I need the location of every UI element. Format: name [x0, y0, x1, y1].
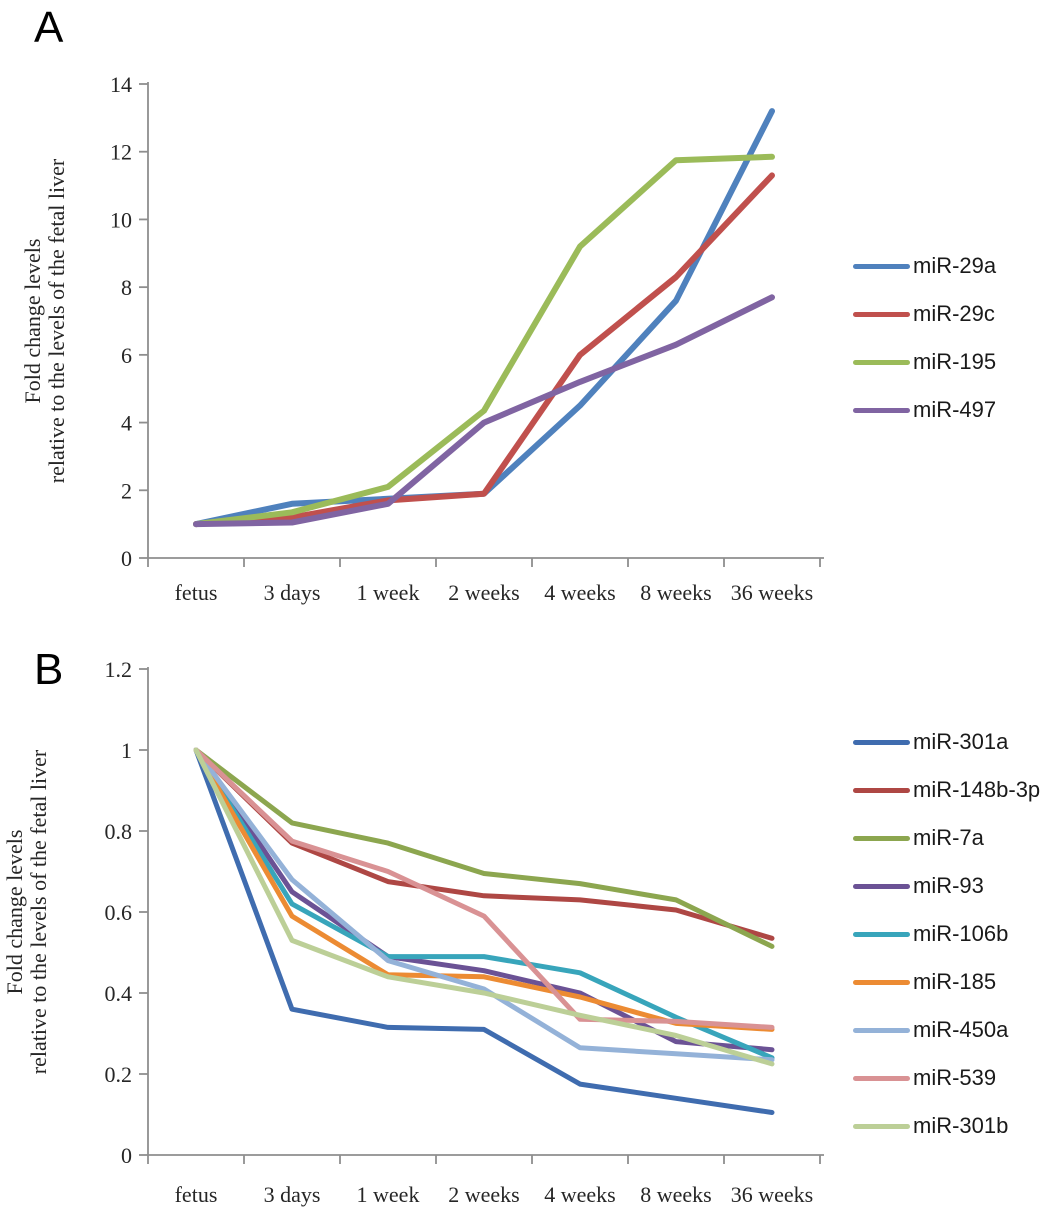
legend-item-label: miR-185	[913, 969, 997, 994]
legend-item: miR-29a	[853, 242, 996, 290]
y-tick-label: 1.2	[105, 657, 133, 682]
y-tick-label: 0.4	[105, 981, 133, 1006]
legend-swatch	[853, 1123, 910, 1129]
series-line-miR-29c	[193, 172, 775, 528]
legend-swatch	[853, 931, 910, 937]
y-tick-label: 0	[121, 1143, 132, 1168]
legend-item-label: miR-148b-3p	[913, 777, 1041, 802]
chart-a-canvas: 0 2 4 6 8 10 12 14 fetus 3 days 1 week 2 weeks 4 wee…	[20, 72, 824, 605]
legend-swatch	[853, 263, 910, 269]
legend-swatch	[853, 787, 910, 793]
y-axis-title-line: relative to the levels of the fetal live…	[44, 158, 69, 483]
y-axis-title-line: relative to the levels of the fetal live…	[26, 749, 51, 1074]
x-tick-label: 8 weeks	[640, 580, 711, 605]
series-line-miR-106b	[193, 747, 775, 1061]
x-tick-label: 2 weeks	[448, 1182, 519, 1207]
panel-b-label: B	[34, 645, 64, 694]
y-tick-label: 12	[110, 140, 132, 165]
y-tick-label: 8	[121, 275, 132, 300]
y-tick-label: 6	[121, 343, 132, 368]
y-tick-label: 2	[121, 478, 132, 503]
legend-item: miR-195	[853, 338, 996, 386]
legend-swatch	[853, 311, 910, 317]
legend-item-label: miR-7a	[913, 825, 984, 850]
legend-item: miR-301b	[853, 1102, 1040, 1150]
legend-item-label: miR-301b	[913, 1113, 1009, 1138]
series-line-miR-301b	[193, 747, 775, 1067]
legend-item: miR-497	[853, 386, 996, 434]
legend-item-label: miR-93	[913, 873, 984, 898]
x-tick-label: 2 weeks	[448, 580, 519, 605]
legend-item: miR-185	[853, 958, 1040, 1006]
legend-swatch	[853, 979, 910, 985]
legend-item-label: miR-29a	[913, 253, 997, 278]
legend-item: miR-148b-3p	[853, 766, 1040, 814]
y-axis-title-line: Fold change levels	[20, 239, 45, 404]
series-line-miR-301a	[193, 747, 775, 1115]
y-tick-label: 0	[121, 546, 132, 571]
y-tick-label: 4	[121, 411, 132, 436]
legend-item-label: miR-106b	[913, 921, 1009, 946]
y-tick-label: 0.8	[105, 819, 133, 844]
legend-swatch	[853, 407, 910, 413]
legend-item: miR-301a	[853, 718, 1040, 766]
legend-item-label: miR-497	[913, 397, 997, 422]
legend-item: miR-539	[853, 1054, 1040, 1102]
y-tick-label: 14	[110, 72, 132, 97]
x-tick-label: 8 weeks	[640, 1182, 711, 1207]
x-tick-label: 36 weeks	[731, 1182, 813, 1207]
x-tick-label: fetus	[175, 1182, 218, 1207]
legend-swatch	[853, 835, 910, 841]
series-line-miR-93	[193, 747, 775, 1053]
series-line-miR-7a	[193, 747, 775, 949]
legend-item: miR-29c	[853, 290, 996, 338]
y-tick-label: 1	[121, 738, 132, 763]
legend-swatch	[853, 739, 910, 745]
series-line-miR-450a	[193, 747, 775, 1063]
legend-swatch	[853, 883, 910, 889]
legend-item-label: miR-301a	[913, 729, 1009, 754]
panel-a-label: A	[34, 3, 64, 52]
series-line-miR-195	[193, 153, 775, 528]
y-axis-title-line: Fold change levels	[2, 830, 27, 995]
legend-item-label: miR-29c	[913, 301, 995, 326]
x-tick-label: 4 weeks	[544, 580, 615, 605]
legend-item: miR-7a	[853, 814, 1040, 862]
x-tick-label: 1 week	[357, 580, 420, 605]
y-tick-label: 0.6	[105, 900, 133, 925]
y-tick-label: 0.2	[105, 1062, 133, 1087]
series-line-miR-148b-3p	[193, 747, 775, 941]
x-tick-label: 3 days	[264, 580, 321, 605]
x-tick-label: 36 weeks	[731, 580, 813, 605]
x-tick-label: fetus	[175, 580, 218, 605]
legend-item: miR-450a	[853, 1006, 1040, 1054]
legend-b: miR-301a miR-148b-3p miR-7a miR-93 miR-106b m…	[853, 718, 1040, 1150]
chart-b-canvas: 0 0.2 0.4 0.6 0.8 1 1.2 fetus 3 days 1 week 2 week…	[2, 657, 824, 1207]
y-tick-label: 10	[110, 207, 132, 232]
legend-swatch	[853, 359, 910, 365]
x-tick-label: 3 days	[264, 1182, 321, 1207]
series-line-miR-539	[193, 747, 775, 1030]
legend-item: miR-106b	[853, 910, 1040, 958]
legend-item: miR-93	[853, 862, 1040, 910]
x-tick-label: 1 week	[357, 1182, 420, 1207]
legend-swatch	[853, 1027, 910, 1033]
legend-item-label: miR-450a	[913, 1017, 1009, 1042]
legend-a: miR-29a miR-29c miR-195 miR-497	[853, 242, 996, 434]
legend-item-label: miR-195	[913, 349, 997, 374]
series-line-miR-497	[193, 294, 775, 528]
legend-swatch	[853, 1075, 910, 1081]
legend-item-label: miR-539	[913, 1065, 997, 1090]
series-line-miR-29a	[193, 108, 775, 528]
x-tick-label: 4 weeks	[544, 1182, 615, 1207]
